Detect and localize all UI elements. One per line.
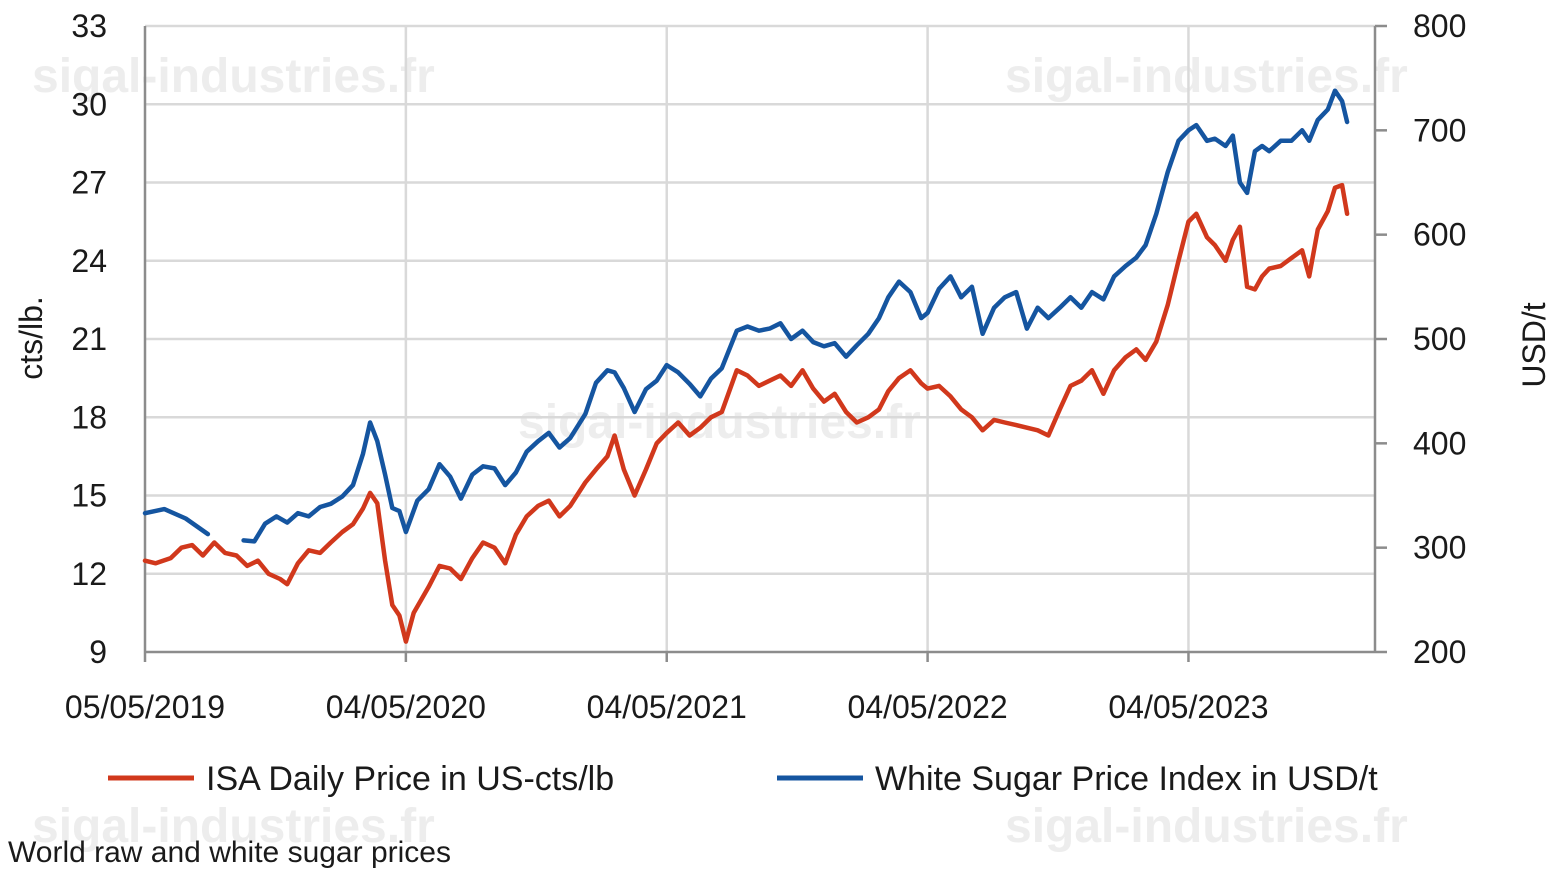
right-tick-label: 700 <box>1413 112 1466 148</box>
right-tick-label: 400 <box>1413 425 1466 461</box>
watermark-text: sigal-industries.fr <box>32 800 435 853</box>
x-tick-label: 04/05/2020 <box>326 689 486 725</box>
left-tick-label: 24 <box>71 243 107 279</box>
x-tick-label: 04/05/2022 <box>848 689 1008 725</box>
left-tick-label: 21 <box>71 321 107 357</box>
right-axis-title: USD/t <box>1516 302 1552 387</box>
series-line-isa-daily-price <box>142 182 1350 644</box>
left-tick-label: 33 <box>71 8 107 44</box>
right-tick-label: 300 <box>1413 530 1466 566</box>
watermark-text: sigal-industries.fr <box>1005 50 1408 103</box>
figure-caption: World raw and white sugar prices <box>8 836 451 869</box>
right-tick-label: 800 <box>1413 8 1466 44</box>
chart-legend: ISA Daily Price in US-cts/lb White Sugar … <box>108 760 1378 798</box>
x-tick-label: 05/05/2019 <box>65 689 225 725</box>
right-axis-ticks: 200 300 400 500 600 700 800 <box>1375 8 1466 670</box>
watermark-text: sigal-industries.fr <box>1005 800 1408 853</box>
x-tick-label: 04/05/2023 <box>1108 689 1268 725</box>
legend-label: White Sugar Price Index in USD/t <box>875 760 1378 798</box>
legend-label: ISA Daily Price in US-cts/lb <box>206 760 614 798</box>
left-tick-label: 12 <box>71 556 107 592</box>
watermarks: sigal-industries.fr sigal-industries.fr si… <box>32 50 1408 853</box>
left-tick-label: 9 <box>89 634 107 670</box>
right-tick-label: 500 <box>1413 321 1466 357</box>
left-tick-label: 18 <box>71 399 107 435</box>
left-tick-label: 30 <box>71 86 107 122</box>
right-tick-label: 600 <box>1413 217 1466 253</box>
left-axis-ticks: 9 12 15 18 21 24 27 30 33 <box>71 8 107 670</box>
left-axis-title: cts/lb. <box>13 296 49 380</box>
series-line-white-sugar-index <box>142 88 1350 544</box>
x-axis-ticks: 05/05/2019 04/05/2020 04/05/2021 04/05/2022… <box>65 652 1269 725</box>
right-tick-label: 200 <box>1413 634 1466 670</box>
left-tick-label: 15 <box>71 478 107 514</box>
chart-series <box>142 88 1350 644</box>
chart-grid <box>145 24 1375 652</box>
x-tick-label: 04/05/2021 <box>587 689 747 725</box>
left-tick-label: 27 <box>71 165 107 201</box>
watermark-text: sigal-industries.fr <box>32 50 435 103</box>
